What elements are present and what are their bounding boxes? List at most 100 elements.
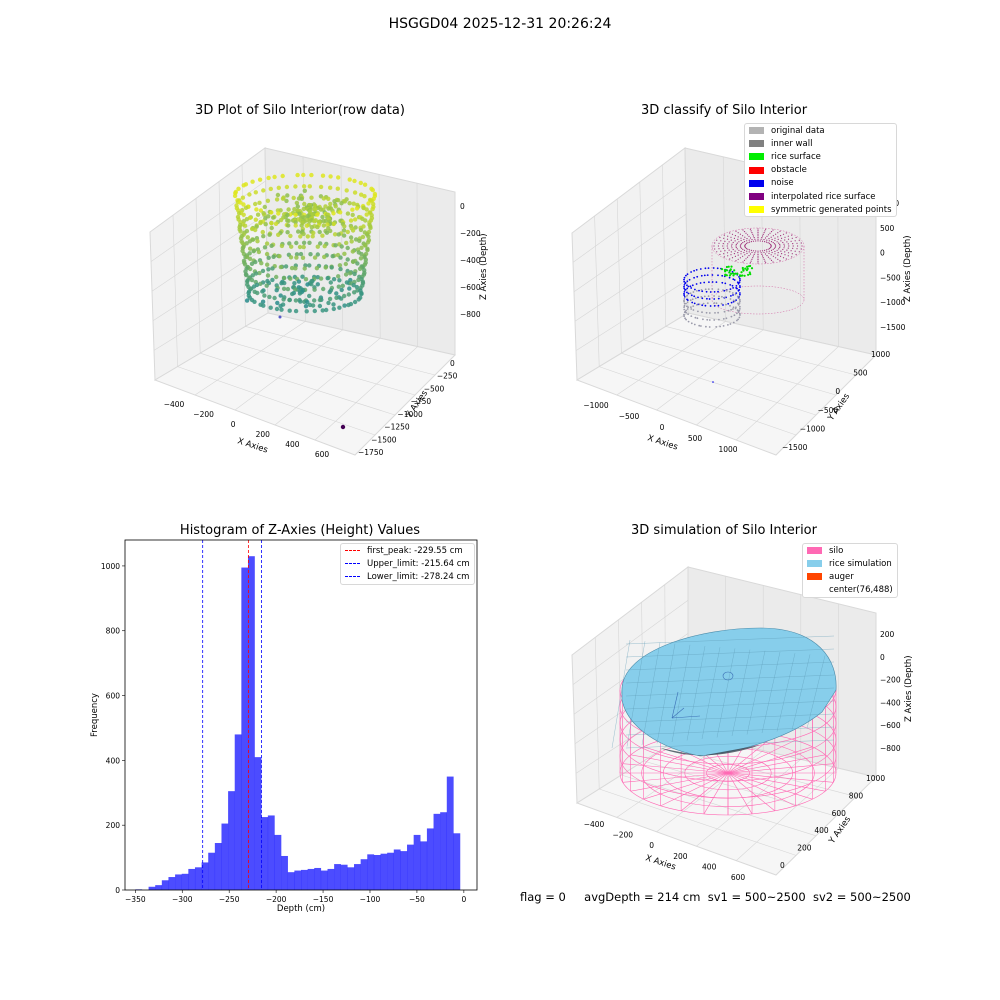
raw-point [268,305,273,310]
raw-point [349,239,354,244]
classify-point [717,288,720,291]
raw-point [293,223,298,228]
classify-interpolated-point [752,235,755,237]
classify-legend-label: inner wall [771,138,813,149]
classify-interpolated-point [785,258,787,260]
classify-interpolated-point [763,232,765,234]
classify-point [732,299,735,302]
classify-point [732,308,734,310]
classify-point [693,276,695,279]
classify-interpolated-point [740,246,742,248]
classify-point [707,267,710,269]
raw-point [256,249,262,255]
raw-point [258,208,264,213]
histogram-bar [407,844,414,890]
classify-interpolated-point [798,251,800,253]
classify-point [686,273,689,276]
raw-point [343,261,348,267]
classify-interpolated-point [754,252,756,254]
sim-x-tick-label: −400 [584,820,605,829]
classify-interpolated-point [748,251,750,253]
classify-point [691,298,694,301]
classify-interpolated-point [748,241,751,243]
classify-interpolated-point [779,245,781,247]
sim-z-tick-label: 0 [880,653,885,662]
raw-point [331,211,336,216]
classify-interpolated-point [772,248,774,250]
histogram-xlabel: Depth (cm) [277,904,325,914]
classify-interpolated-point [770,244,772,246]
histogram-bar [221,823,229,890]
classify-point [697,296,699,299]
raw-point [261,188,266,193]
raw-point [242,223,248,228]
raw-point [255,212,261,217]
classify-rice-point [747,273,750,276]
raw-point [245,279,250,284]
classify-interpolated-point [770,259,773,261]
histogram-bar [148,886,156,890]
classify-interpolated-point [746,240,748,242]
classify-rice-point [741,266,744,270]
cls-y-tick-label: 500 [853,369,868,378]
classify-interpolated-point [753,253,755,255]
histogram-bar [287,872,295,890]
histogram-bar [168,877,176,890]
raw-point [258,220,263,226]
classify-rice-point [750,267,754,270]
raw-point [251,249,256,254]
raw-point [262,245,268,250]
raw-point [254,224,259,229]
classify-rice-point [742,268,745,271]
classify-legend-label: noise [771,178,794,189]
classify-interpolated-point [733,237,736,239]
raw-point [295,204,300,209]
classify-point [698,303,701,306]
raw-point [350,259,356,264]
classify-interpolated-point [773,243,776,245]
raw-point [338,255,343,260]
raw-point [253,227,258,233]
classify-interpolated-point [755,250,757,252]
classify-interpolated-point [792,243,794,245]
classify-interpolated-point [742,242,744,244]
silo-floor-spoke [727,772,776,812]
raw-point [289,265,295,271]
classify-point [683,306,685,308]
classify-interpolated-point [748,235,750,237]
classify-interpolated-point [740,253,742,255]
classify-point [713,298,716,300]
raw-x-tick-label: −200 [193,410,214,419]
classify-interpolated-point [743,238,745,241]
classify-interpolated-point [732,248,734,251]
raw-point [301,240,307,245]
raw-point [320,233,325,238]
classify-interpolated-point [764,241,766,243]
classify-interpolated-point [747,248,749,250]
classify-interpolated-point [720,240,722,242]
classify-interpolated-point [717,245,720,247]
classify-interpolated-point [742,248,744,250]
classify-interpolated-point [730,239,732,241]
rice-mesh-line [625,674,835,684]
classify-legend-label: rice surface [771,151,821,162]
classify-point [713,295,715,297]
classify-point [729,288,732,290]
classify-interpolated-point [749,253,752,255]
raw-point [332,232,338,237]
classify-point [737,289,740,292]
classify-interpolated-point [772,255,775,257]
classify-interpolated-point [724,240,726,242]
classify-point [691,301,694,304]
classify-point [717,297,720,300]
histogram-bar [426,828,434,890]
classify-point [732,300,735,303]
sv2-text: sv2 = 500~2500 [812,890,911,904]
classify-interpolated-point [794,250,796,252]
classify-point [707,295,710,297]
raw-point [347,177,352,182]
classify-point [739,285,741,287]
cls-y-tick-label: −1000 [800,424,826,433]
classify-interpolated-point [780,255,782,257]
classify-point [738,276,740,278]
